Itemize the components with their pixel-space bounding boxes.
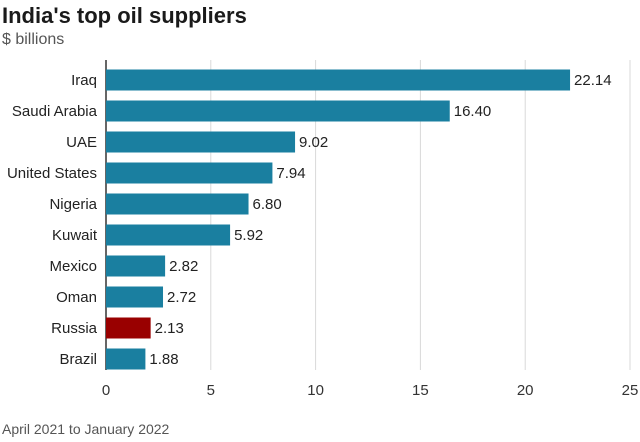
x-tick-label: 20 — [517, 382, 534, 399]
chart-subtitle: $ billions — [2, 31, 65, 48]
bar-brazil — [106, 348, 146, 370]
category-label: Russia — [51, 320, 98, 337]
value-label: 2.72 — [167, 289, 196, 306]
value-label: 22.14 — [574, 72, 612, 89]
chart-title: India's top oil suppliers — [2, 3, 247, 28]
category-label: Mexico — [49, 258, 97, 275]
category-label: Nigeria — [49, 196, 97, 213]
bar-saudi-arabia — [106, 100, 450, 122]
labels: 0 5 10 15 20 25 Iraq 22.14 Saudi Arabia 16.40 UAE 9… — [7, 72, 638, 399]
category-label: Brazil — [59, 351, 97, 368]
value-label: 16.40 — [454, 103, 492, 120]
value-label: 9.02 — [299, 134, 328, 151]
bars — [106, 69, 571, 370]
bar-oman — [106, 286, 164, 308]
x-tick-label: 0 — [102, 382, 110, 399]
bar-iraq — [106, 69, 571, 91]
category-label: Iraq — [71, 72, 97, 89]
category-label: United States — [7, 165, 97, 182]
date-range-note: April 2021 to January 2022 — [2, 421, 170, 437]
category-label: UAE — [66, 134, 97, 151]
bar-russia — [106, 317, 151, 339]
bar-uae — [106, 131, 296, 153]
bar-kuwait — [106, 224, 231, 246]
category-label: Kuwait — [52, 227, 98, 244]
value-label: 7.94 — [276, 165, 305, 182]
x-tick-label: 10 — [307, 382, 324, 399]
bar-nigeria — [106, 193, 249, 215]
category-label: Saudi Arabia — [12, 103, 98, 120]
category-label: Oman — [56, 289, 97, 306]
value-label: 2.82 — [169, 258, 198, 275]
value-label: 5.92 — [234, 227, 263, 244]
bar-united-states — [106, 162, 273, 184]
x-tick-label: 15 — [412, 382, 429, 399]
x-tick-label: 25 — [622, 382, 639, 399]
value-label: 1.88 — [149, 351, 178, 368]
x-tick-label: 5 — [207, 382, 215, 399]
value-label: 2.13 — [155, 320, 184, 337]
value-label: 6.80 — [253, 196, 282, 213]
bar-mexico — [106, 255, 166, 277]
